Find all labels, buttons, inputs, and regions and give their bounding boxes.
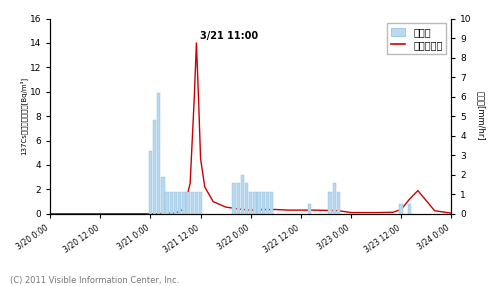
Bar <box>253 192 256 214</box>
Bar <box>194 192 198 214</box>
Bar <box>157 93 160 214</box>
Bar <box>240 175 244 214</box>
Bar <box>408 204 411 214</box>
Line: 大気中濃度: 大気中濃度 <box>50 43 452 214</box>
Bar <box>337 192 340 214</box>
Bar <box>328 192 332 214</box>
大気中濃度 <box>373 211 379 214</box>
Bar <box>199 192 202 214</box>
Bar <box>262 192 265 214</box>
大気中濃度 <box>240 208 246 211</box>
大気中濃度 <box>192 95 198 98</box>
大気中濃度 <box>398 208 404 211</box>
Bar <box>245 182 248 214</box>
Bar <box>266 192 269 214</box>
Text: (C) 2011 Visible Information Center, Inc.: (C) 2011 Visible Information Center, Inc… <box>10 276 179 285</box>
大気中濃度 <box>181 207 187 210</box>
大気中濃度 <box>415 189 421 192</box>
大気中濃度 <box>198 157 203 160</box>
大気中濃度 <box>148 212 154 215</box>
Bar <box>308 204 311 214</box>
Bar <box>174 192 177 214</box>
大気中濃度 <box>348 211 354 214</box>
大気中濃度 <box>172 211 178 215</box>
Bar <box>400 204 403 214</box>
Y-axis label: 降水量[mm/hr]: 降水量[mm/hr] <box>476 91 485 141</box>
Bar <box>249 192 252 214</box>
Bar <box>170 192 173 214</box>
大気中濃度 <box>202 185 208 189</box>
大気中濃度 <box>210 200 216 203</box>
大気中濃度 <box>390 210 396 214</box>
大気中濃度 <box>310 208 316 212</box>
Bar <box>178 192 182 214</box>
大気中濃度 <box>194 41 200 45</box>
Text: 3/21 11:00: 3/21 11:00 <box>200 31 258 41</box>
大気中濃度 <box>336 209 342 212</box>
Bar <box>258 192 261 214</box>
Bar <box>162 177 164 214</box>
大気中濃度 <box>248 208 254 212</box>
Bar <box>270 192 274 214</box>
Bar <box>332 182 336 214</box>
大気中濃度 <box>231 206 237 210</box>
大気中濃度 <box>273 208 279 211</box>
大気中濃度 <box>196 96 202 100</box>
Bar <box>232 182 235 214</box>
大気中濃度 <box>47 212 53 215</box>
Bar <box>166 192 169 214</box>
大気中濃度 <box>187 182 193 185</box>
大気中濃度 <box>406 197 412 201</box>
大気中濃度 <box>298 208 304 212</box>
大気中濃度 <box>432 209 438 212</box>
Bar <box>153 120 156 214</box>
Bar <box>149 151 152 214</box>
Bar <box>190 192 194 214</box>
Bar <box>182 192 186 214</box>
Bar <box>186 192 190 214</box>
大気中濃度 <box>222 205 228 209</box>
大気中濃度 <box>323 209 329 212</box>
大気中濃度 <box>260 208 266 211</box>
大気中濃度 <box>286 208 292 212</box>
Bar <box>236 182 240 214</box>
Legend: 降水量, 大気中濃度: 降水量, 大気中濃度 <box>387 23 446 54</box>
大気中濃度 <box>448 211 454 215</box>
Y-axis label: 137Cs地表大気中濃度[Bq/m³]: 137Cs地表大気中濃度[Bq/m³] <box>19 77 27 155</box>
